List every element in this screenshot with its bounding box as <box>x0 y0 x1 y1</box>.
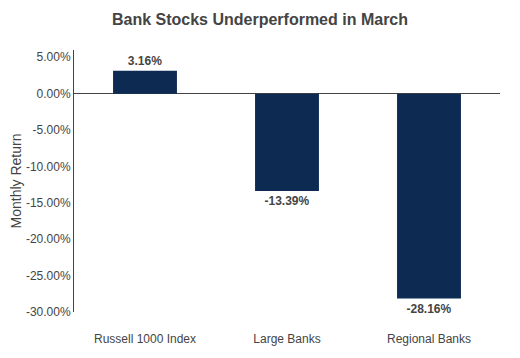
svg-text:-28.16%: -28.16% <box>406 302 451 316</box>
svg-text:Bank Stocks Underperformed in: Bank Stocks Underperformed in March <box>112 11 408 28</box>
svg-text:Large Banks: Large Banks <box>253 332 320 346</box>
svg-text:0.00%: 0.00% <box>37 87 71 101</box>
svg-text:-15.00%: -15.00% <box>26 196 71 210</box>
svg-text:Regional Banks: Regional Banks <box>387 332 471 346</box>
svg-text:3.16%: 3.16% <box>128 54 162 68</box>
svg-text:-25.00%: -25.00% <box>26 269 71 283</box>
svg-text:-20.00%: -20.00% <box>26 232 71 246</box>
svg-text:-30.00%: -30.00% <box>26 305 71 319</box>
svg-text:5.00%: 5.00% <box>37 50 71 64</box>
svg-text:-5.00%: -5.00% <box>33 123 71 137</box>
svg-text:-10.00%: -10.00% <box>26 160 71 174</box>
svg-text:Russell 1000 Index: Russell 1000 Index <box>94 332 196 346</box>
svg-text:Monthly Return: Monthly Return <box>8 134 24 229</box>
svg-text:-13.39%: -13.39% <box>264 194 309 208</box>
